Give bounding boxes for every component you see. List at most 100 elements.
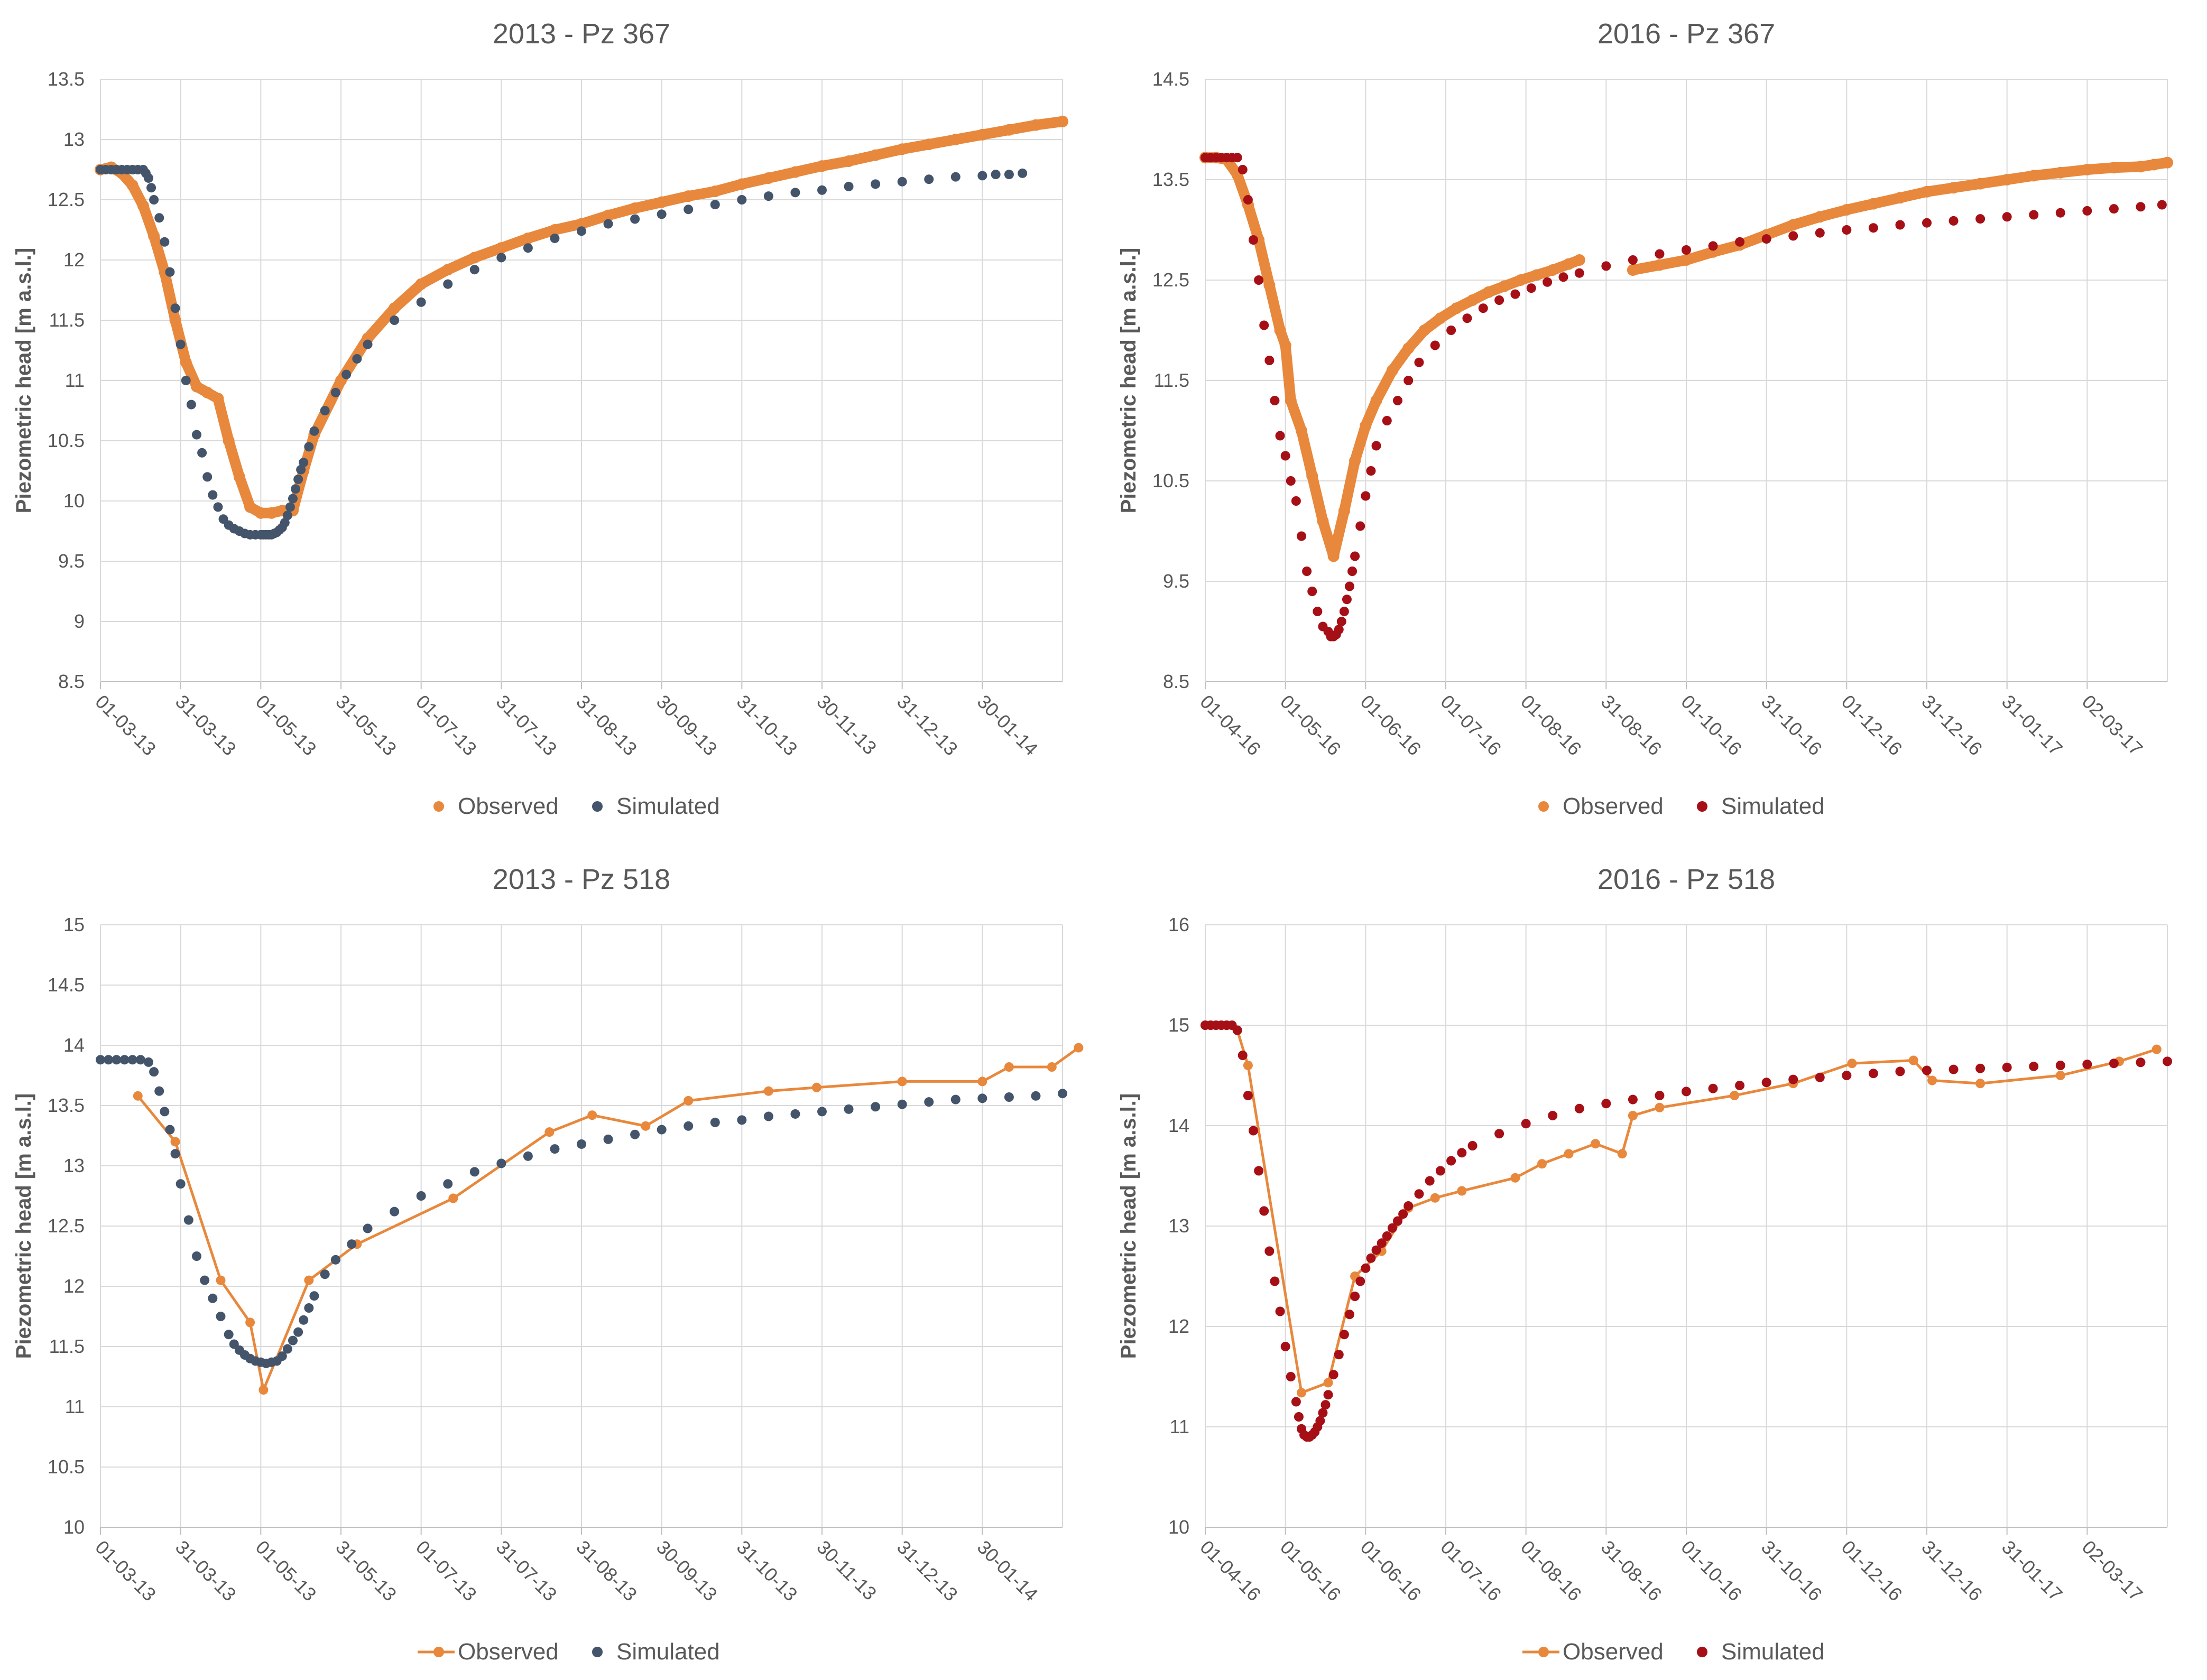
- data-point: [630, 1129, 640, 1139]
- data-point: [1382, 416, 1392, 425]
- data-point: [1323, 1390, 1333, 1400]
- data-point: [1047, 1062, 1057, 1072]
- y-tick-label: 8.5: [58, 671, 85, 692]
- x-tick-label: 30-11-13: [812, 1536, 881, 1604]
- data-point: [176, 339, 186, 349]
- legend: Observed Simulated: [418, 1639, 720, 1665]
- data-point: [897, 1076, 907, 1087]
- data-point: [1430, 1193, 1440, 1203]
- data-point: [200, 1275, 210, 1285]
- x-tick-label: 30-01-14: [973, 691, 1042, 760]
- data-point: [1761, 1078, 1771, 1088]
- x-tick-label: 31-08-16: [1597, 1536, 1666, 1605]
- data-point: [304, 1275, 314, 1285]
- data-point: [496, 1158, 506, 1168]
- data-point: [1350, 551, 1360, 561]
- data-point: [1275, 1306, 1285, 1316]
- data-point: [1515, 274, 1527, 286]
- data-point: [1259, 320, 1269, 330]
- data-point: [1735, 237, 1745, 247]
- data-point: [737, 195, 747, 205]
- data-point: [709, 185, 721, 198]
- data-point: [282, 511, 292, 521]
- data-point: [603, 219, 613, 229]
- data-point: [1360, 420, 1372, 432]
- y-tick-label: 13: [63, 1155, 85, 1176]
- data-point: [201, 386, 214, 398]
- y-tick-label: 13.5: [1152, 169, 1189, 190]
- data-point: [710, 1117, 720, 1127]
- data-point: [1457, 1186, 1467, 1196]
- legend-observed-label: Observed: [1563, 793, 1664, 819]
- data-point: [165, 1125, 175, 1135]
- data-point: [2002, 212, 2012, 222]
- legend-simulated-marker: [592, 801, 603, 812]
- data-point: [1403, 376, 1414, 385]
- data-point: [1563, 258, 1575, 270]
- data-point: [2055, 208, 2065, 218]
- data-point: [1345, 581, 1354, 591]
- data-point: [1558, 272, 1568, 282]
- data-point: [330, 387, 340, 397]
- data-point: [1286, 1372, 1296, 1381]
- chart-title: 2013 - Pz 518: [493, 864, 670, 895]
- data-point: [1254, 1166, 1264, 1176]
- x-tick-label: 01-05-16: [1276, 1536, 1345, 1605]
- x-tick-label: 31-03-13: [171, 691, 241, 760]
- x-tick-label: 31-07-13: [492, 1536, 561, 1605]
- data-point: [255, 507, 267, 519]
- legend-simulated-label: Simulated: [1721, 1639, 1825, 1665]
- data-point: [1004, 1062, 1014, 1072]
- data-point: [320, 406, 330, 415]
- data-point: [1457, 1148, 1467, 1158]
- y-tick-label: 15: [1168, 1014, 1189, 1036]
- data-point: [1895, 1066, 1905, 1076]
- data-point: [443, 1179, 453, 1189]
- data-point: [1537, 1159, 1547, 1169]
- x-tick-label: 31-12-16: [1917, 691, 1987, 760]
- y-tick-label: 9: [74, 610, 85, 632]
- data-point: [763, 1111, 773, 1121]
- data-point: [924, 174, 934, 184]
- data-point: [363, 339, 373, 349]
- data-point: [96, 1055, 105, 1065]
- data-point: [550, 233, 560, 243]
- data-point: [1574, 1103, 1584, 1113]
- legend-simulated-label: Simulated: [616, 793, 720, 819]
- data-point: [1601, 1099, 1611, 1109]
- data-point: [296, 465, 306, 475]
- y-tick-label: 14.5: [1152, 68, 1189, 90]
- series-observed: [133, 1043, 1084, 1395]
- data-point: [684, 1121, 694, 1131]
- legend-simulated-marker: [1697, 801, 1707, 812]
- data-point: [1313, 607, 1323, 616]
- data-point: [655, 196, 668, 208]
- data-point: [1921, 185, 1933, 198]
- data-point: [304, 1303, 314, 1313]
- y-tick-label: 11.5: [1154, 369, 1189, 391]
- data-point: [1057, 115, 1068, 127]
- chart-svg: 2013 - Pz 367 8.5 9 9.5 10 10.5 11 11.5 12 12.5 13…: [12, 18, 1068, 819]
- x-tick-label: 01-10-16: [1677, 1536, 1746, 1605]
- data-point: [148, 230, 160, 242]
- legend-observed-marker: [433, 1647, 444, 1657]
- data-point: [1291, 496, 1301, 506]
- y-tick-label: 14.5: [48, 974, 85, 996]
- data-point: [1446, 326, 1456, 335]
- data-point: [191, 380, 202, 393]
- data-point: [1238, 1051, 1248, 1060]
- x-tick-label: 01-10-16: [1677, 691, 1746, 760]
- x-tick-label: 02-03-17: [2078, 1536, 2147, 1605]
- data-point: [682, 190, 695, 202]
- series-simulated: [1201, 1020, 2172, 1442]
- data-point: [170, 1137, 180, 1147]
- data-point: [320, 1269, 330, 1279]
- x-tick-label: 31-12-16: [1917, 1536, 1987, 1605]
- data-point: [1280, 451, 1290, 461]
- x-tick-label: 31-08-13: [572, 1536, 641, 1605]
- data-point: [1867, 198, 1879, 210]
- data-point: [1393, 396, 1402, 405]
- y-tick-label: 9.5: [1163, 570, 1189, 592]
- data-point: [443, 279, 453, 289]
- data-point: [1263, 279, 1276, 291]
